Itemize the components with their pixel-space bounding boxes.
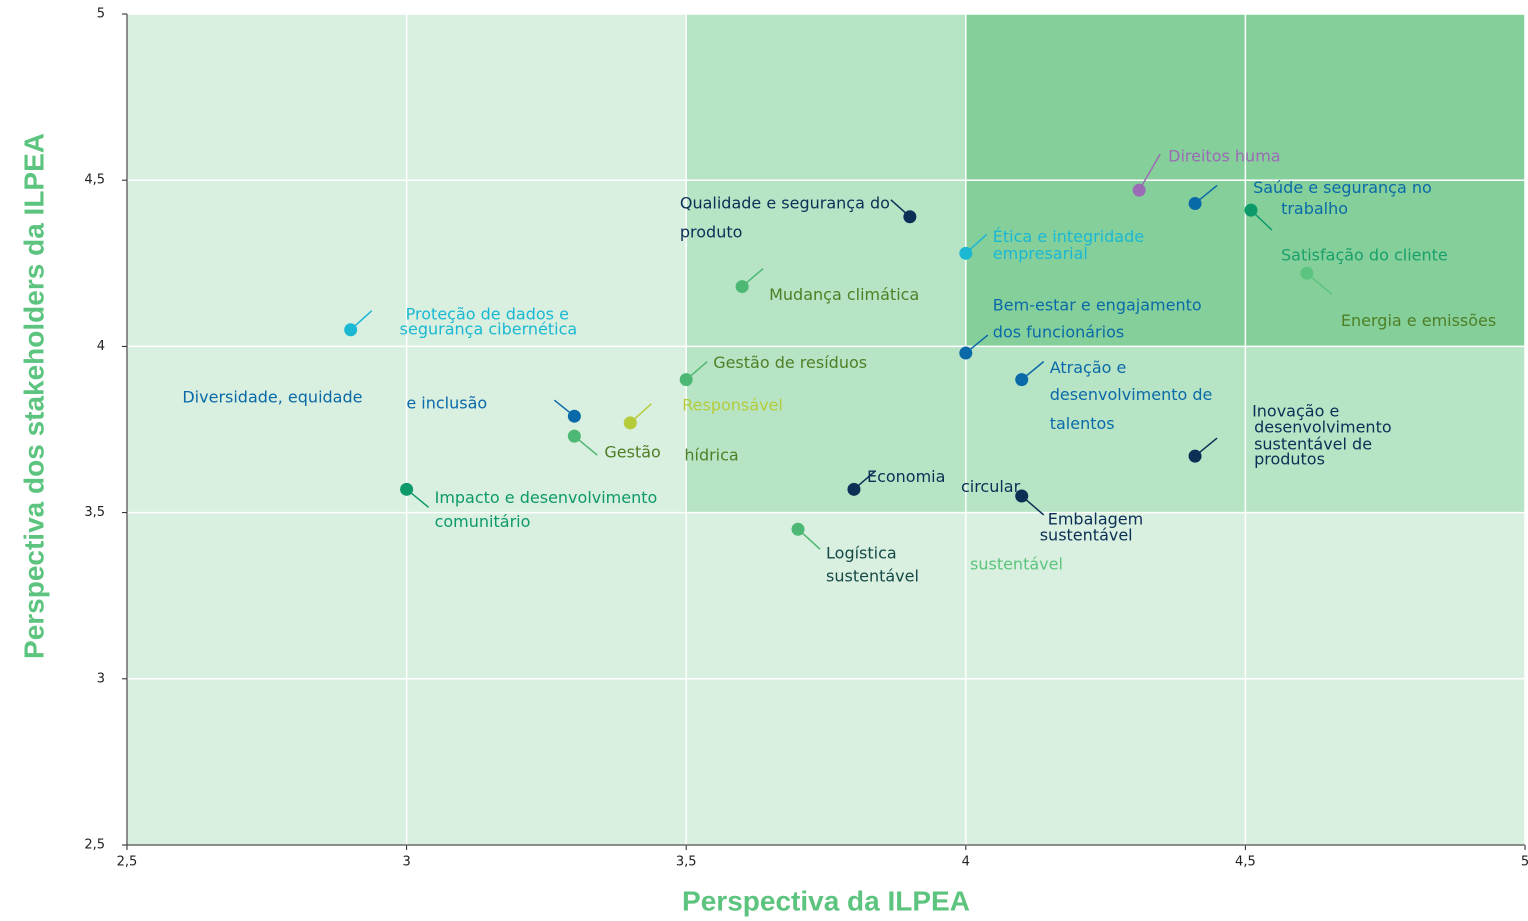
point — [1188, 196, 1202, 210]
point — [1015, 489, 1029, 503]
point-label: sustentável — [1040, 525, 1133, 544]
point-label: sustentável — [826, 567, 919, 586]
x-tick-label: 4,5 — [1235, 855, 1256, 870]
x-tick-label: 5 — [1521, 855, 1528, 870]
point — [400, 482, 414, 496]
point-label: Logística — [826, 544, 897, 563]
point-label: Energia e emissões — [1341, 311, 1496, 330]
point — [959, 346, 973, 360]
point-label: dos funcionários — [993, 323, 1124, 342]
point-label: circular — [961, 477, 1021, 496]
point-label: trabalho — [1281, 199, 1348, 218]
point — [1188, 449, 1202, 463]
point-label: desenvolvimento de — [1050, 385, 1213, 404]
point-label: Satisfação do cliente — [1281, 246, 1448, 265]
point-label: Saúde e segurança no — [1253, 178, 1432, 197]
point-label: desenvolvimento — [1254, 418, 1392, 437]
point-label: sustentável de — [1254, 435, 1372, 454]
leader-line — [1138, 153, 1161, 191]
point — [679, 373, 693, 387]
point-label: comunitário — [435, 512, 531, 531]
point-label: Proteção de dados e — [406, 304, 569, 323]
point — [623, 416, 637, 430]
point-label: Embalagem — [1048, 509, 1144, 528]
point-label: Ética e integridade — [993, 227, 1144, 246]
x-axis-title: Perspectiva da ILPEA — [682, 885, 970, 916]
point-label: segurança cibernética — [400, 319, 578, 338]
y-tick-label: 5 — [97, 7, 105, 22]
point — [959, 246, 973, 260]
x-tick-label: 2,5 — [117, 855, 138, 870]
point-label: Impacto e desenvolvimento — [435, 488, 658, 507]
point — [903, 210, 917, 224]
point-label: Direitos huma — [1168, 147, 1280, 166]
point-label: Atração e — [1050, 358, 1127, 377]
y-axis-title: Perspectiva dos stakeholders da ILPEA — [18, 133, 49, 659]
point-label: e inclusão — [406, 394, 487, 413]
y-tick-label: 4 — [97, 339, 105, 354]
point-label: Responsável — [682, 395, 783, 414]
point-label: empresarial — [993, 244, 1088, 263]
point-label: Diversidade, equidade — [182, 388, 362, 407]
annotation: sustentável — [970, 555, 1063, 574]
point-label: Gestão de resíduos — [713, 353, 867, 372]
y-tick-label: 4,5 — [84, 173, 105, 188]
point — [567, 429, 581, 443]
point — [1132, 183, 1146, 197]
point — [735, 280, 749, 294]
point-label: Economia — [867, 467, 945, 486]
point-label: produtos — [1254, 450, 1325, 469]
y-tick-label: 2,5 — [84, 838, 105, 853]
x-tick-label: 3 — [402, 855, 410, 870]
point — [791, 522, 805, 536]
y-tick-label: 3,5 — [84, 505, 105, 520]
point-label: Bem-estar e engajamento — [993, 296, 1202, 315]
point — [1015, 373, 1029, 387]
point — [344, 323, 358, 337]
point-label: hídrica — [684, 446, 738, 465]
point-label: Mudança climática — [769, 285, 919, 304]
x-tick-label: 4 — [962, 855, 970, 870]
x-tick-label: 3,5 — [676, 855, 697, 870]
point-label: Inovação e — [1252, 402, 1339, 421]
point — [567, 409, 581, 423]
point-label: produto — [680, 222, 743, 241]
point — [1300, 266, 1314, 280]
point-label: Gestão — [604, 443, 660, 462]
point — [1244, 203, 1258, 217]
point-label: talentos — [1050, 414, 1115, 433]
point — [847, 482, 861, 496]
point-label: Qualidade e segurança do — [680, 193, 890, 212]
y-tick-label: 3 — [97, 671, 105, 686]
